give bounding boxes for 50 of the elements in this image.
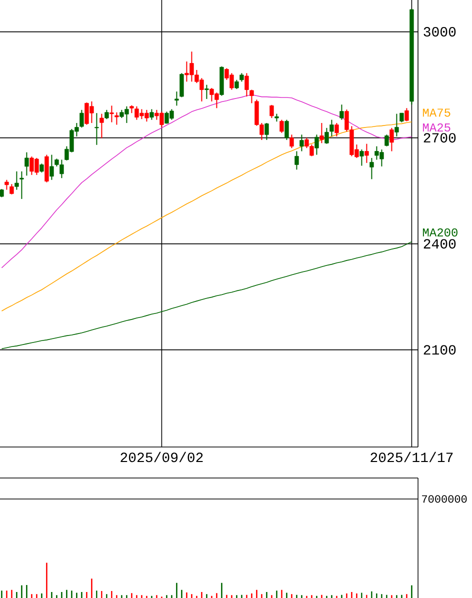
candlestick bbox=[234, 79, 239, 90]
candlestick bbox=[330, 119, 334, 137]
candlestick bbox=[300, 134, 304, 152]
candlestick bbox=[4, 179, 9, 190]
candlestick bbox=[340, 104, 344, 120]
candlestick bbox=[270, 104, 274, 119]
candlestick bbox=[150, 108, 154, 120]
y-tick-label: 3000 bbox=[424, 27, 456, 37]
candlestick bbox=[10, 184, 14, 195]
candlestick bbox=[294, 150, 299, 170]
candlestick bbox=[114, 112, 119, 126]
candlestick bbox=[370, 157, 374, 180]
candlestick bbox=[390, 127, 394, 152]
candlestick bbox=[104, 109, 109, 120]
y-tick-label: 2100 bbox=[424, 345, 456, 355]
candlestick bbox=[280, 119, 284, 134]
candlestick bbox=[324, 127, 329, 144]
candlestick bbox=[20, 170, 24, 200]
candlestick bbox=[264, 122, 269, 140]
candlestick bbox=[284, 119, 289, 140]
candlestick bbox=[314, 134, 319, 156]
y-tick-label: 2700 bbox=[424, 133, 456, 143]
candlestick bbox=[110, 105, 114, 123]
candlestick bbox=[404, 108, 409, 122]
candlestick bbox=[180, 72, 184, 98]
candlestick bbox=[290, 134, 294, 149]
y-tick-label: 2400 bbox=[424, 239, 456, 249]
series-label: MA25 bbox=[422, 123, 450, 132]
candlestick bbox=[244, 72, 249, 97]
text: 7000000 bbox=[422, 495, 467, 503]
candlestick bbox=[360, 148, 364, 166]
candlestick bbox=[400, 112, 404, 123]
candlestick bbox=[14, 170, 19, 190]
candlestick bbox=[94, 112, 99, 146]
candlestick bbox=[80, 109, 84, 128]
candlestick bbox=[394, 113, 399, 137]
candlestick bbox=[174, 91, 179, 106]
series-label: MA75 bbox=[422, 108, 450, 117]
candlestick bbox=[100, 113, 104, 139]
x-tick-label: 2025/11/17 bbox=[370, 452, 453, 462]
candlestick bbox=[50, 154, 54, 180]
candlestick bbox=[320, 122, 324, 144]
candlestick bbox=[384, 134, 389, 147]
candlestick bbox=[250, 89, 254, 104]
candlestick bbox=[364, 143, 369, 164]
candlestick bbox=[204, 84, 209, 100]
candlestick bbox=[24, 152, 29, 176]
series-label: MA200 bbox=[422, 228, 458, 236]
candlestick bbox=[334, 122, 339, 137]
x-tick-label: 2025/09/02 bbox=[120, 452, 203, 462]
